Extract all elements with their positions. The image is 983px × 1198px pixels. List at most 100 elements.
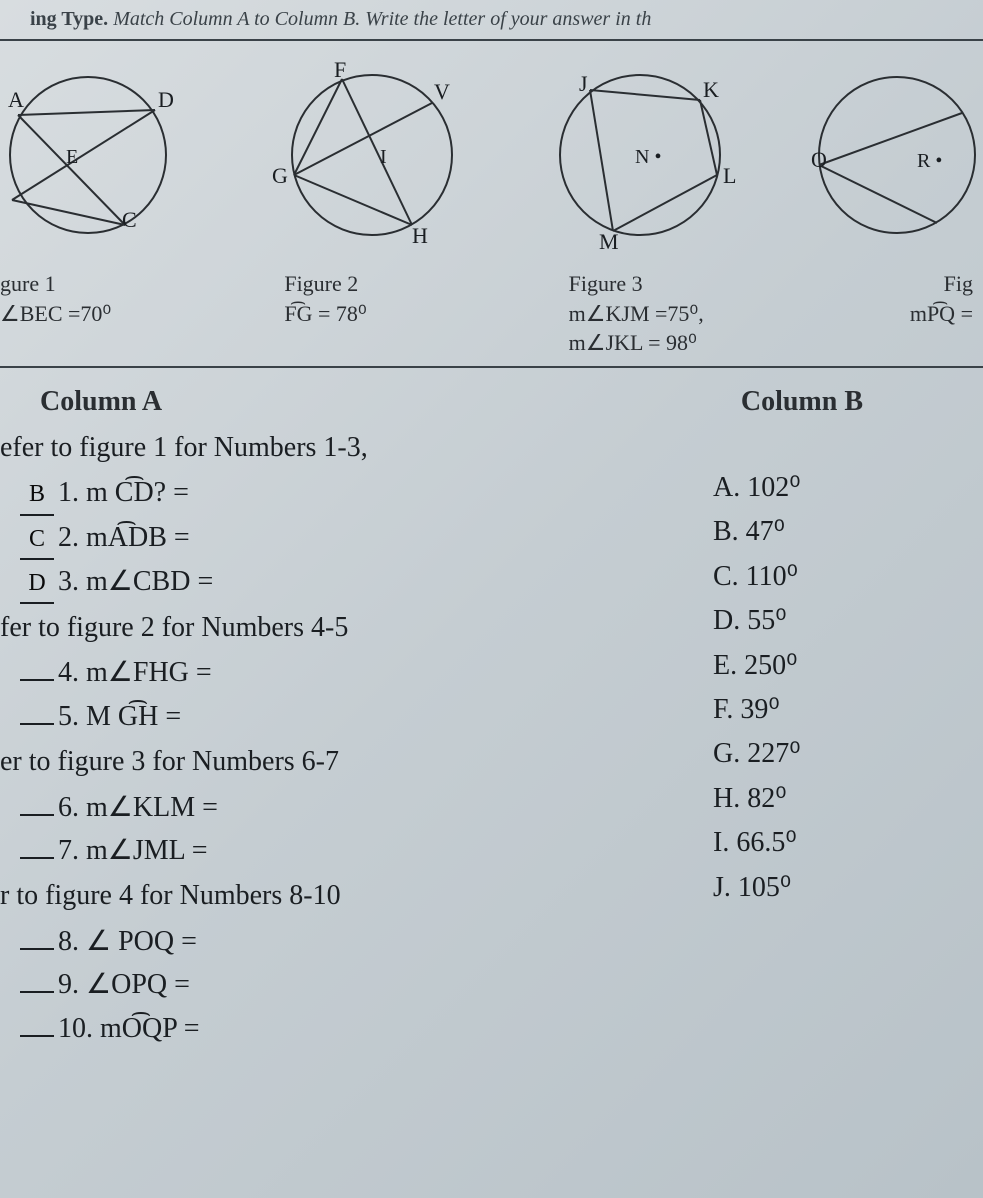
- text-6: m∠KLM =: [86, 786, 218, 829]
- figure-1: A D E C: [0, 55, 200, 255]
- text-9: ∠OPQ =: [86, 963, 190, 1006]
- fig1-label-C: C: [122, 207, 137, 232]
- text-5: M G͡H =: [86, 695, 181, 738]
- figure-4: O R •: [807, 55, 977, 255]
- figure-captions-row: gure 1 ∠BEC =70⁰ Figure 2 F͡G = 78⁰ Figu…: [0, 265, 983, 368]
- figure-1-caption: gure 1 ∠BEC =70⁰: [0, 269, 210, 358]
- figure-2: F G H V I: [252, 55, 482, 255]
- blank-2[interactable]: C: [20, 521, 54, 560]
- fig3-label-K: K: [703, 77, 719, 102]
- num-9: 9.: [58, 963, 79, 1006]
- column-b: A. 102⁰ B. 47⁰ C. 110⁰ D. 55⁰ E. 250⁰ F.…: [713, 424, 933, 1050]
- num-1: 1.: [58, 471, 79, 514]
- option-F: F. 39⁰: [713, 688, 933, 731]
- item-2: C 2. mA͡DB =: [0, 516, 713, 560]
- instruction-prefix: ing Type.: [30, 8, 108, 30]
- group4-head: r to figure 4 for Numbers 8-10: [0, 874, 713, 917]
- text-2: mA͡DB =: [86, 516, 190, 559]
- option-E: E. 250⁰: [713, 644, 933, 687]
- num-4: 4.: [58, 651, 79, 694]
- item-6: 6. m∠KLM =: [0, 786, 713, 829]
- fig4-label-R: R •: [917, 150, 942, 172]
- group2-head: fer to figure 2 for Numbers 4-5: [0, 606, 713, 649]
- blank-7[interactable]: [20, 857, 54, 859]
- item-3: D 3. m∠CBD =: [0, 560, 713, 604]
- num-6: 6.: [58, 786, 79, 829]
- num-7: 7.: [58, 829, 79, 872]
- columns-header: Column A Column B: [0, 386, 983, 424]
- fig4-caption-eq: mP͡Q =: [853, 299, 973, 329]
- option-B: B. 47⁰: [713, 510, 933, 553]
- option-A: A. 102⁰: [713, 466, 933, 509]
- fig2-label-F: F: [334, 57, 346, 82]
- column-b-header: Column B: [741, 386, 863, 418]
- text-7: m∠JML =: [86, 829, 208, 872]
- figure-3-caption: Figure 3 m∠KJM =75⁰, m∠JKL = 98⁰: [529, 269, 789, 358]
- content-row: efer to figure 1 for Numbers 1-3, B 1. m…: [0, 424, 983, 1050]
- item-8: 8. ∠ POQ =: [0, 920, 713, 963]
- num-3: 3.: [58, 560, 79, 603]
- figure-4-svg: O R •: [807, 55, 977, 255]
- column-a-header: Column A: [40, 386, 162, 418]
- fig2-caption-title: Figure 2: [284, 269, 484, 299]
- text-10: mO͡QP =: [100, 1007, 200, 1050]
- fig2-caption-eq: F͡G = 78⁰: [284, 299, 484, 329]
- instruction-text: ing Type. Match Column A to Column B. Wr…: [0, 8, 983, 41]
- num-2: 2.: [58, 516, 79, 559]
- num-5: 5.: [58, 695, 79, 738]
- fig3-caption-eq1: m∠KJM =75⁰,: [569, 299, 789, 329]
- fig1-caption-eq: ∠BEC =70⁰: [0, 299, 210, 329]
- fig2-label-H: H: [412, 223, 428, 248]
- fig4-label-O: O: [811, 147, 827, 172]
- fig1-label-E: E: [66, 146, 78, 168]
- fig1-label-D: D: [158, 87, 174, 112]
- fig2-label-I: I: [380, 146, 387, 168]
- blank-3[interactable]: D: [20, 565, 54, 604]
- fig1-label-A: A: [8, 87, 24, 112]
- figures-row: A D E C F G H V I: [0, 55, 983, 265]
- blank-8[interactable]: [20, 948, 54, 950]
- figure-3: J K L M N •: [535, 55, 755, 255]
- item-4: 4. m∠FHG =: [0, 651, 713, 694]
- option-C: C. 110⁰: [713, 555, 933, 598]
- fig3-label-L: L: [723, 163, 736, 188]
- fig3-caption-title: Figure 3: [569, 269, 789, 299]
- blank-10[interactable]: [20, 1035, 54, 1037]
- figure-3-svg: J K L M N •: [535, 55, 755, 255]
- group3-head: er to figure 3 for Numbers 6-7: [0, 740, 713, 783]
- option-D: D. 55⁰: [713, 599, 933, 642]
- figure-4-caption: Fig mP͡Q =: [833, 269, 973, 358]
- item-9: 9. ∠OPQ =: [0, 963, 713, 1006]
- group1-head: efer to figure 1 for Numbers 1-3,: [0, 426, 713, 469]
- blank-1[interactable]: B: [20, 476, 54, 515]
- fig4-caption-title: Fig: [853, 269, 973, 299]
- option-J: J. 105⁰: [713, 866, 933, 909]
- blank-9[interactable]: [20, 991, 54, 993]
- blank-6[interactable]: [20, 814, 54, 816]
- num-8: 8.: [58, 920, 79, 963]
- blank-4[interactable]: [20, 679, 54, 681]
- option-G: G. 227⁰: [713, 732, 933, 775]
- column-a: efer to figure 1 for Numbers 1-3, B 1. m…: [0, 424, 713, 1050]
- figure-2-svg: F G H V I: [252, 55, 482, 255]
- figure-1-svg: A D E C: [0, 55, 200, 255]
- option-H: H. 82⁰: [713, 777, 933, 820]
- text-4: m∠FHG =: [86, 651, 212, 694]
- item-7: 7. m∠JML =: [0, 829, 713, 872]
- fig3-label-M: M: [599, 229, 619, 254]
- figure-2-caption: Figure 2 F͡G = 78⁰: [254, 269, 484, 358]
- text-1: m C͡D? =: [86, 471, 189, 514]
- item-1: B 1. m C͡D? =: [0, 471, 713, 515]
- blank-5[interactable]: [20, 723, 54, 725]
- fig2-label-V: V: [434, 79, 450, 104]
- instruction-body: Match Column A to Column B. Write the le…: [108, 8, 651, 30]
- text-8: ∠ POQ =: [86, 920, 197, 963]
- fig1-caption-title: gure 1: [0, 269, 210, 299]
- option-I: I. 66.5⁰: [713, 821, 933, 864]
- text-3: m∠CBD =: [86, 560, 213, 603]
- fig3-label-J: J: [579, 71, 588, 96]
- num-10: 10.: [58, 1007, 93, 1050]
- item-5: 5. M G͡H =: [0, 695, 713, 738]
- fig2-label-G: G: [272, 163, 288, 188]
- fig3-caption-eq2: m∠JKL = 98⁰: [569, 328, 789, 358]
